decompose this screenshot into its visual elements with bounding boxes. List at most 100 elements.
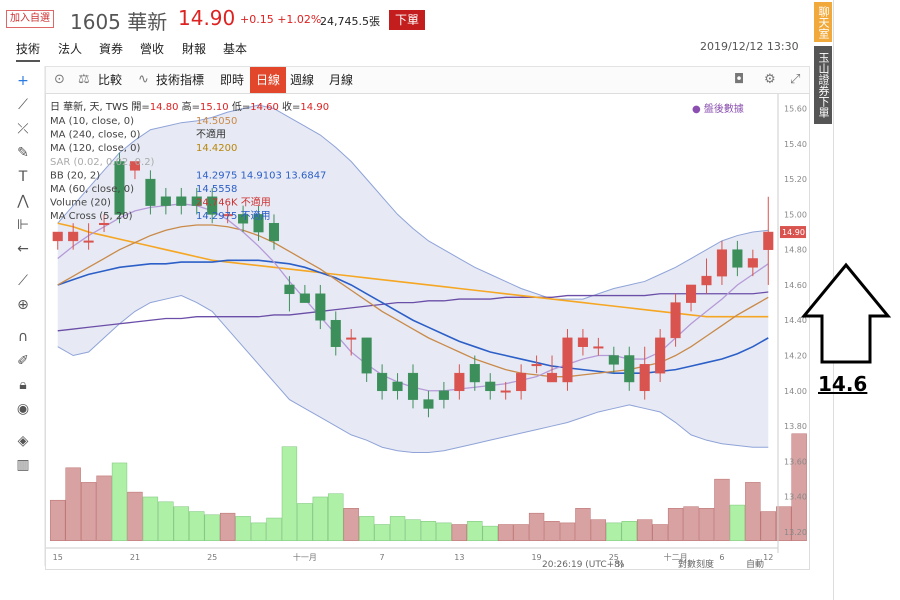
volume-bar [389, 516, 406, 541]
x-tick-label: 13 [454, 553, 464, 562]
trend-line-icon[interactable]: ⟋ [18, 97, 28, 113]
chart-footer-text: 自動 [746, 558, 764, 569]
ruler-icon[interactable]: ⟋ [18, 273, 28, 289]
measure-tool-icon[interactable]: ⊩ [16, 217, 30, 233]
volume-bar [776, 506, 792, 541]
data-timestamp: 2019/12/12 13:30 [700, 40, 799, 53]
volume-bar [111, 462, 128, 541]
volume-bar [559, 522, 576, 541]
legend-indicator-label: MA (240, close, 0) [50, 130, 140, 141]
tab-institutional[interactable]: 法人 [58, 42, 83, 56]
stock-name: 華新 [127, 10, 168, 34]
candle-body [392, 381, 403, 392]
pencil-lock-icon[interactable]: ✐ [17, 353, 29, 369]
candle-body [83, 240, 94, 243]
volume-bar [729, 504, 746, 541]
y-tick-label: 14.60 [784, 281, 807, 290]
tab-margin[interactable]: 資券 [99, 42, 124, 56]
camera-icon[interactable]: ◘ [734, 72, 745, 87]
compare-icon[interactable]: ⚖ [78, 72, 90, 87]
trade-volume: 24,745.5張 [320, 15, 380, 28]
candle-body [763, 231, 774, 250]
volume-bar [405, 519, 421, 541]
indicator-icon[interactable]: ∿ [138, 72, 149, 87]
last-price-tag: 14.90 [782, 228, 805, 237]
candle-body [454, 372, 465, 392]
order-button[interactable]: 下單 [389, 10, 425, 30]
volume-bar [667, 508, 684, 541]
volume-bar [544, 521, 560, 541]
legend-indicator-label: MA (10, close, 0) [50, 116, 134, 127]
interval-daily[interactable]: 日線 [250, 67, 287, 93]
broker-order-tab[interactable]: 玉山證券下單 [814, 46, 832, 124]
y-tick-label: 13.60 [784, 457, 807, 466]
tab-financials[interactable]: 財報 [182, 42, 207, 56]
crosshair-icon[interactable]: + [17, 73, 29, 89]
volume-bar [235, 516, 251, 541]
interval-realtime[interactable]: 即時 [220, 73, 245, 87]
tab-revenue[interactable]: 營收 [140, 42, 165, 56]
legend-indicator-label: SAR (0.02, 0.02, 0.2) [50, 157, 155, 168]
drawing-toolbar: + ⟋ ⤫ ✎ T ⋀ ⊩ ← ⟋ ⊕ ∩ ✐ 🔒︎ ◉ ◈ ▥ [0, 66, 45, 566]
price-change-pct: +1.02% [277, 13, 322, 26]
chat-room-tab[interactable]: 聊天室 [814, 2, 832, 42]
interval-monthly[interactable]: 月線 [329, 73, 354, 87]
tab-technical[interactable]: 技術 [16, 40, 41, 62]
candle-body [145, 178, 156, 206]
price-chart[interactable]: 15.60 15.40 15.20 15.00 14.80 14.60 14.40 14.20… [45, 93, 810, 570]
y-tick-label: 14.20 [784, 352, 807, 361]
volume-bar [528, 512, 545, 541]
volume-bar [96, 475, 112, 541]
volume-bar [420, 521, 437, 541]
volume-bar [158, 501, 174, 541]
volume-bar [173, 506, 189, 541]
candle-body [732, 249, 743, 268]
bollinger-band-fill [57, 105, 769, 453]
chart-svg[interactable]: 15.60 15.40 15.20 15.00 14.80 14.60 14.40 14.20… [46, 94, 809, 570]
volume-bar [606, 522, 622, 541]
indicators-button[interactable]: 技術指標 [156, 73, 205, 87]
legend-indicator-value: 14.4200 [196, 143, 237, 154]
eye-icon[interactable]: ◉ [16, 401, 30, 417]
fullscreen-icon[interactable]: ⤢ [790, 72, 801, 87]
y-tick-label: 15.00 [784, 210, 807, 219]
candle-body [608, 355, 619, 365]
x-tick-label: 7 [380, 553, 385, 562]
volume-bar [266, 517, 282, 541]
volume-bar [312, 496, 328, 541]
trash-icon[interactable]: ▥ [16, 457, 30, 473]
candle-body [129, 161, 140, 171]
legend-ohlc-part: 15.10 [200, 102, 232, 113]
symbol-search-icon[interactable]: ⊙ [54, 72, 65, 87]
legend-indicator-label: Volume (20) [50, 198, 111, 209]
y-tick-label: 15.40 [784, 140, 807, 149]
tab-basic[interactable]: 基本 [223, 42, 248, 56]
volume-bar [683, 506, 699, 541]
volume-bar [219, 512, 236, 541]
compare-button[interactable]: 比較 [98, 73, 123, 87]
back-arrow-icon[interactable]: ← [17, 241, 29, 257]
ma240-line [57, 291, 769, 332]
volume-bar [498, 524, 514, 541]
zoom-in-icon[interactable]: ⊕ [17, 297, 29, 313]
layers-icon[interactable]: ◈ [17, 433, 29, 449]
pattern-tool-icon[interactable]: ⋀ [17, 193, 29, 209]
x-tick-label: 25 [207, 553, 217, 562]
magnet-icon[interactable]: ∩ [17, 329, 29, 345]
legend-ohlc: 日 華新, 天, TWS 開=14.80 高=15.10 低=14.60 收=1… [50, 100, 329, 113]
legend-after-hours: ● 盤後數據 [692, 102, 744, 115]
candle-body [469, 364, 480, 383]
gear-icon[interactable]: ⚙ [764, 72, 776, 87]
fib-tool-icon[interactable]: ⤫ [17, 121, 29, 137]
candle-body [222, 214, 233, 217]
legend-indicator-value: 24.746K 不適用 [196, 196, 271, 209]
text-tool-icon[interactable]: T [18, 169, 28, 185]
legend-indicator-value: 14.2975 14.9103 13.6847 [196, 170, 326, 181]
brush-icon[interactable]: ✎ [17, 145, 29, 161]
volume-bar [50, 499, 66, 541]
volume-bar [513, 524, 529, 541]
y-tick-label: 13.80 [784, 422, 807, 431]
lock-icon[interactable]: 🔒︎ [19, 377, 27, 393]
add-to-watchlist-button[interactable]: 加入自選 [6, 10, 54, 28]
interval-weekly[interactable]: 週線 [290, 73, 315, 87]
